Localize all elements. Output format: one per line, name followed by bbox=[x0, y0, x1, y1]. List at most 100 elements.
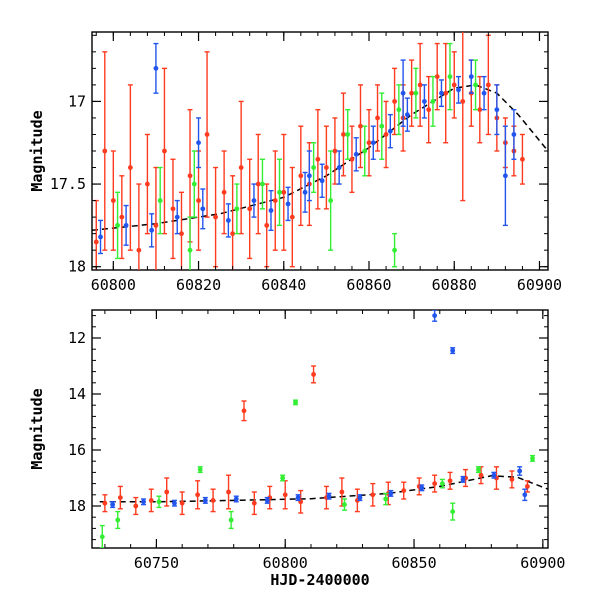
point-marker bbox=[379, 123, 385, 129]
point-marker bbox=[473, 82, 478, 88]
point-marker bbox=[450, 348, 456, 353]
data-point bbox=[264, 183, 270, 268]
point-marker bbox=[315, 156, 321, 162]
data-point bbox=[255, 133, 261, 235]
data-point bbox=[396, 84, 402, 136]
y-tick-label: 16 bbox=[68, 441, 86, 459]
point-marker bbox=[170, 206, 176, 212]
point-marker bbox=[285, 201, 291, 207]
data-point bbox=[221, 150, 227, 235]
data-point bbox=[99, 524, 105, 548]
data-point bbox=[178, 191, 184, 270]
point-marker bbox=[247, 206, 253, 212]
top-panel: 60800 60820 60840 60860 60880 60900 17 17.5 18 M… bbox=[28, 31, 562, 294]
data-point bbox=[141, 498, 147, 506]
point-marker bbox=[264, 222, 270, 228]
point-marker bbox=[362, 148, 368, 154]
point-marker bbox=[439, 481, 445, 486]
point-marker bbox=[153, 65, 159, 71]
point-marker bbox=[336, 165, 342, 170]
data-point bbox=[345, 108, 351, 160]
point-marker bbox=[228, 517, 234, 523]
data-point bbox=[234, 183, 240, 235]
data-point bbox=[370, 125, 376, 160]
point-marker bbox=[174, 214, 180, 220]
point-marker bbox=[255, 181, 261, 187]
data-point bbox=[379, 92, 385, 160]
x-tick-label: 60860 bbox=[346, 276, 391, 294]
data-point bbox=[450, 502, 456, 521]
point-marker bbox=[187, 247, 193, 253]
data-point bbox=[157, 166, 163, 235]
data-point bbox=[170, 158, 176, 260]
point-marker bbox=[99, 534, 105, 540]
point-marker bbox=[387, 128, 393, 134]
data-point bbox=[295, 494, 301, 502]
point-marker bbox=[148, 498, 154, 503]
data-point bbox=[153, 42, 159, 94]
point-marker bbox=[460, 99, 466, 104]
data-point bbox=[200, 188, 206, 230]
data-point bbox=[401, 481, 407, 500]
data-point bbox=[285, 186, 291, 222]
point-marker bbox=[298, 173, 304, 179]
point-marker bbox=[195, 492, 201, 498]
data-point bbox=[204, 51, 210, 218]
point-marker bbox=[289, 214, 295, 220]
data-point bbox=[443, 42, 449, 144]
data-point bbox=[447, 42, 453, 111]
data-point bbox=[123, 204, 129, 246]
x-tick-label: 60880 bbox=[432, 276, 477, 294]
point-marker bbox=[485, 82, 491, 88]
point-marker bbox=[145, 181, 150, 187]
data-point bbox=[434, 42, 440, 111]
data-point bbox=[370, 482, 376, 507]
point-marker bbox=[383, 132, 389, 137]
data-point bbox=[202, 496, 208, 504]
x-tick-label: 60820 bbox=[176, 276, 221, 294]
data-point bbox=[267, 485, 273, 510]
data-point bbox=[332, 117, 338, 185]
data-point bbox=[311, 142, 317, 194]
data-point bbox=[228, 510, 234, 530]
point-marker bbox=[251, 500, 257, 506]
point-marker bbox=[200, 206, 206, 212]
data-point bbox=[430, 75, 436, 127]
top-y-axis-title: Magnitude bbox=[28, 110, 46, 191]
data-point bbox=[511, 108, 517, 160]
point-marker bbox=[210, 498, 216, 503]
point-marker bbox=[234, 206, 240, 212]
point-marker bbox=[396, 107, 402, 113]
x-tick-label: 60900 bbox=[517, 276, 562, 294]
point-marker bbox=[98, 234, 103, 240]
data-point bbox=[282, 480, 288, 510]
point-marker bbox=[400, 90, 406, 96]
point-marker bbox=[110, 502, 116, 507]
point-marker bbox=[213, 214, 218, 220]
point-marker bbox=[179, 500, 185, 506]
point-marker bbox=[172, 500, 177, 506]
bottom-x-axis-title: HJD-2400000 bbox=[270, 571, 369, 589]
point-marker bbox=[417, 82, 423, 88]
point-marker bbox=[349, 156, 355, 162]
data-point bbox=[233, 495, 239, 503]
data-point bbox=[388, 489, 394, 497]
data-point bbox=[280, 474, 286, 482]
data-point bbox=[153, 166, 159, 270]
data-point bbox=[447, 471, 453, 490]
point-marker bbox=[447, 74, 453, 80]
data-point bbox=[362, 125, 368, 177]
data-point bbox=[460, 32, 466, 202]
point-marker bbox=[281, 189, 287, 195]
data-point bbox=[293, 399, 299, 406]
point-marker bbox=[221, 189, 227, 195]
point-marker bbox=[502, 173, 508, 179]
point-marker bbox=[241, 408, 247, 414]
point-marker bbox=[202, 498, 208, 503]
point-marker bbox=[456, 87, 461, 93]
data-point bbox=[468, 59, 474, 94]
point-marker bbox=[156, 499, 162, 505]
data-point bbox=[102, 494, 108, 513]
y-tick-label: 14 bbox=[68, 385, 86, 403]
